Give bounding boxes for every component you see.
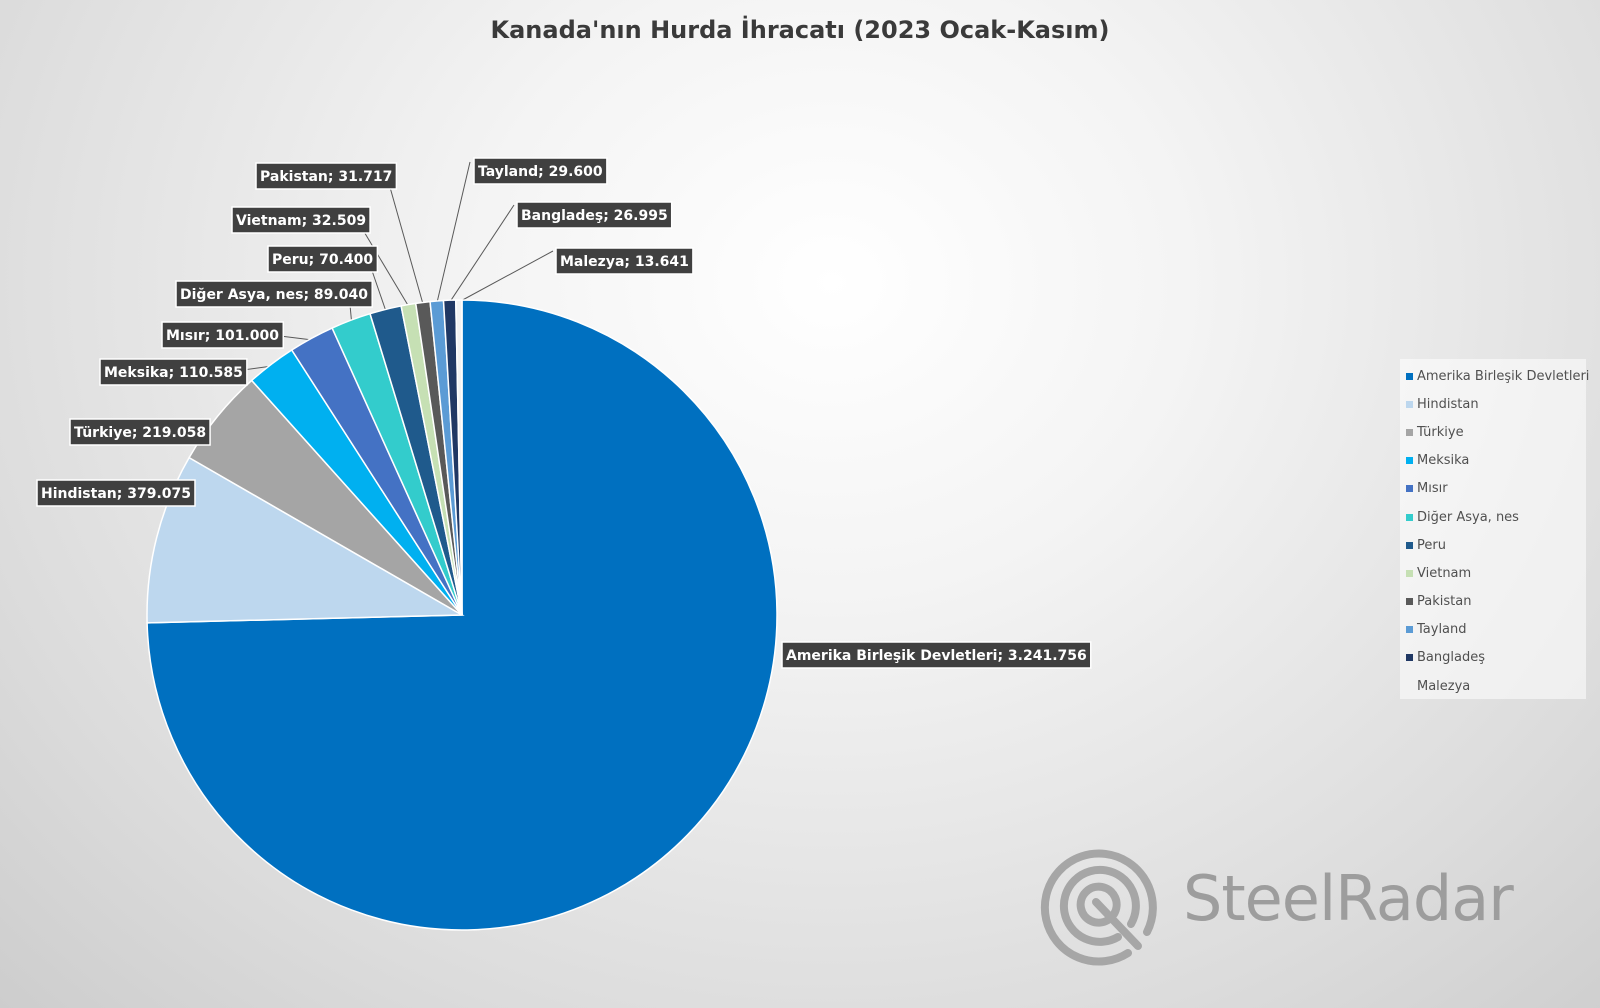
- legend-swatch: [1406, 485, 1413, 493]
- data-label-text: Vietnam; 32.509: [236, 213, 366, 229]
- legend-item: Mısır: [1406, 475, 1586, 503]
- legend-swatch: [1406, 428, 1413, 436]
- data-label-text: Diğer Asya, nes; 89.040: [180, 287, 368, 303]
- legend: Amerika Birleşik Devletleri Hindistan Türk…: [1400, 359, 1590, 700]
- legend-swatch: [1406, 372, 1413, 380]
- data-labels: Amerika Birleşik Devletleri; 3.241.756 Hi…: [36, 157, 1092, 669]
- watermark-text: SteelRadar: [1183, 862, 1514, 935]
- legend-swatch: [1406, 541, 1413, 549]
- legend-item: Hindistan: [1406, 390, 1586, 418]
- data-label: Malezya; 13.641: [555, 247, 694, 275]
- steelradar-logo: SteelRadar: [1038, 844, 1514, 968]
- legend-item: Pakistan: [1406, 588, 1586, 616]
- legend-swatch: [1406, 513, 1413, 521]
- legend-item: Bangladeş: [1406, 644, 1586, 672]
- radar-logo-icon: [1040, 849, 1157, 966]
- data-label-text: Pakistan; 31.717: [260, 169, 392, 185]
- legend-swatch: [1406, 654, 1413, 662]
- data-label-text: Türkiye; 219.058: [74, 425, 206, 441]
- legend-label: Bangladeş: [1417, 650, 1485, 666]
- data-label: Tayland; 29.600: [473, 157, 608, 185]
- pie-slices: [146, 299, 778, 931]
- data-label-text: Tayland; 29.600: [478, 164, 603, 180]
- data-label: Pakistan; 31.717: [255, 162, 398, 190]
- legend-swatch: [1406, 682, 1413, 690]
- legend-label: Vietnam: [1417, 565, 1472, 581]
- legend-label: Hindistan: [1417, 396, 1479, 412]
- pie-slice: [455, 299, 463, 616]
- data-label: Peru; 70.400: [267, 245, 379, 273]
- legend-label: Meksika: [1417, 453, 1470, 469]
- data-label-text: Hindistan; 379.075: [41, 486, 191, 502]
- leader-line: [449, 204, 515, 303]
- legend-item: Malezya: [1406, 672, 1586, 700]
- leader-line: [458, 250, 554, 303]
- data-label: Mısır; 101.000: [161, 321, 285, 349]
- legend-item: Meksika: [1406, 447, 1586, 475]
- legend-item: Tayland: [1406, 616, 1586, 644]
- chart-title: Kanada'nın Hurda İhracatı (2023 Ocak-Kas…: [490, 16, 1110, 44]
- legend-swatch: [1406, 598, 1413, 606]
- legend-item: Vietnam: [1406, 559, 1586, 587]
- legend-item: Diğer Asya, nes: [1406, 503, 1586, 531]
- data-label: Bangladeş; 26.995: [516, 201, 673, 229]
- data-label: Amerika Birleşik Devletleri; 3.241.756: [781, 641, 1092, 669]
- legend-label: Peru: [1417, 537, 1446, 553]
- data-label: Vietnam; 32.509: [231, 206, 371, 234]
- legend-item: Peru: [1406, 531, 1586, 559]
- data-label-text: Meksika; 110.585: [104, 365, 243, 381]
- data-label: Meksika; 110.585: [99, 358, 248, 386]
- data-label-text: Bangladeş; 26.995: [521, 208, 668, 224]
- pie-slice: [146, 456, 465, 624]
- data-label-text: Mısır; 101.000: [166, 328, 279, 344]
- legend-label: Diğer Asya, nes: [1417, 509, 1519, 525]
- legend-label: Tayland: [1417, 622, 1467, 638]
- legend-label: Türkiye: [1417, 424, 1464, 440]
- data-label-text: Amerika Birleşik Devletleri; 3.241.756: [786, 648, 1087, 664]
- legend-swatch: [1406, 457, 1413, 465]
- data-label: Hindistan; 379.075: [36, 479, 196, 507]
- legend-label: Pakistan: [1417, 594, 1472, 610]
- leader-line: [356, 219, 410, 307]
- legend-item: Amerika Birleşik Devletleri: [1406, 362, 1590, 390]
- legend-label: Malezya: [1417, 678, 1471, 694]
- legend-label: Mısır: [1417, 481, 1448, 497]
- leader-line: [436, 161, 471, 304]
- data-label-text: Malezya; 13.641: [560, 254, 689, 270]
- legend-swatch: [1406, 400, 1413, 408]
- legend-label: Amerika Birleşik Devletleri: [1417, 368, 1590, 384]
- legend-swatch: [1406, 569, 1413, 577]
- legend-item: Türkiye: [1406, 418, 1586, 446]
- data-label: Türkiye; 219.058: [69, 418, 211, 446]
- legend-swatch: [1406, 626, 1413, 634]
- data-label: Diğer Asya, nes; 89.040: [175, 280, 373, 308]
- data-label-text: Peru; 70.400: [272, 252, 373, 268]
